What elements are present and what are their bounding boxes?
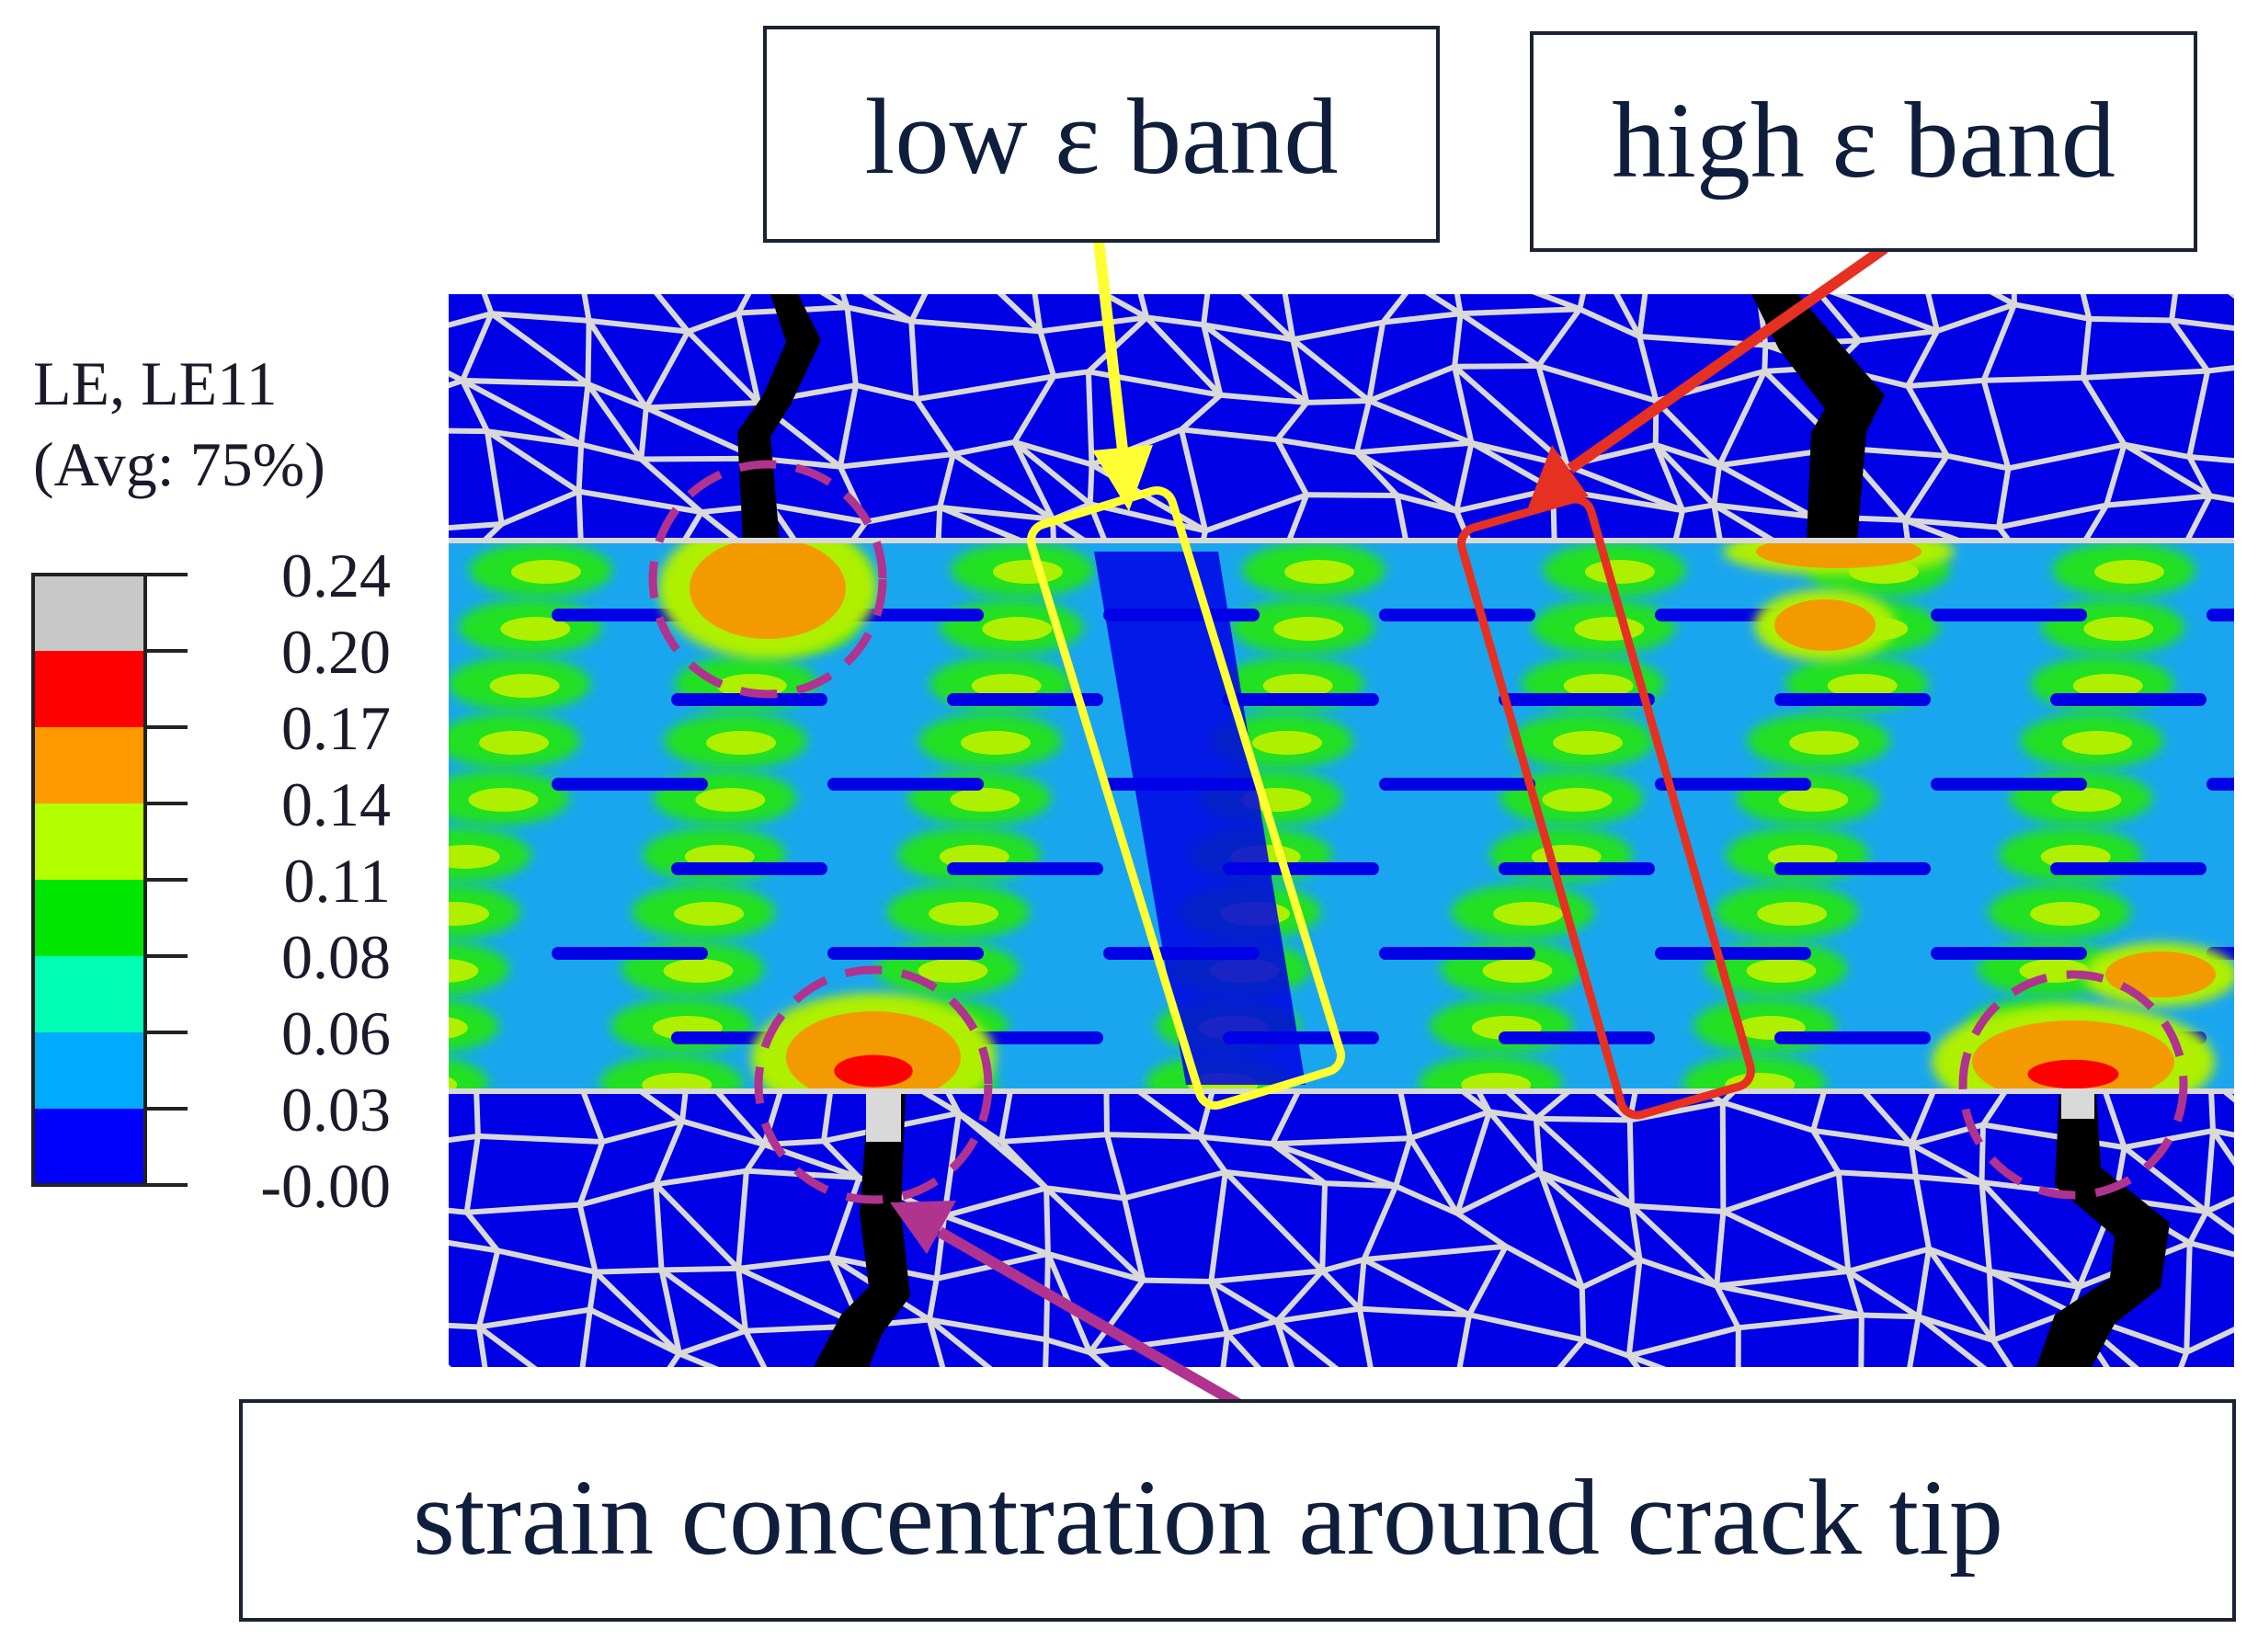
legend-swatch	[33, 727, 145, 803]
legend-swatch	[33, 1032, 145, 1109]
high-band-box	[1457, 495, 1755, 1120]
contour-plot	[449, 294, 2234, 1367]
legend-tick-label: 0.06	[281, 998, 391, 1068]
legend-swatch	[33, 1109, 145, 1185]
annotations: low ε band high ε band strain concentrat…	[239, 26, 2236, 1622]
crack-tip-circle-bottom-left	[754, 965, 993, 1204]
legend-tick-labels: 0.24 0.200.170.140.110.080.060.03-0.00	[260, 541, 391, 1221]
low-band-arrow	[1092, 240, 1153, 511]
crack-tip-circle-bottom-right	[1958, 970, 2188, 1200]
legend-swatch	[33, 651, 145, 727]
legend-tick-label: 0.03	[281, 1075, 391, 1145]
high-band-label-text: high ε band	[1612, 80, 2115, 200]
crack-tip-circle-top-left	[648, 460, 887, 699]
legend-swatch	[33, 575, 145, 651]
legend-tick-label: 0.11	[284, 846, 391, 916]
bottom-grain-region	[449, 1091, 2234, 1367]
top-grain-region	[449, 294, 2234, 541]
legend: LE, LE11 (Avg: 75%) 0.24 0.200.170.140.11…	[31, 348, 391, 1221]
legend-tick-label: 0.20	[281, 617, 391, 687]
legend-swatch	[33, 880, 145, 956]
legend-tick-label: 0.08	[281, 922, 391, 992]
low-band-box	[1026, 486, 1346, 1110]
crack-top-left	[737, 294, 821, 541]
legend-title-line2: (Avg: 75%)	[33, 429, 325, 499]
crack-tip-bottom-left	[866, 1091, 901, 1142]
legend-color-bar	[31, 573, 188, 1187]
crack-tip-label: strain concentration around crack tip	[239, 1399, 2236, 1622]
low-band-label: low ε band	[763, 26, 1440, 243]
crack-tip-arrow	[890, 1201, 1246, 1412]
crack-tip-bottom-right	[2061, 1091, 2094, 1119]
strained-layer	[449, 541, 2234, 1091]
crack-bottom-left	[814, 1091, 910, 1367]
legend-swatch	[33, 803, 145, 880]
legend-swatch	[33, 956, 145, 1032]
legend-tick-label: 0.14	[281, 769, 391, 839]
low-band-label-text: low ε band	[865, 76, 1339, 197]
crack-top-right	[1751, 294, 1885, 541]
legend-tick-label: 0.17	[281, 693, 391, 763]
high-band-label: high ε band	[1530, 31, 2197, 252]
legend-tick-label: 0.24	[281, 541, 391, 610]
crack-bottom-right	[2036, 1091, 2170, 1367]
legend-tick-label: -0.00	[260, 1151, 391, 1221]
crack-tip-label-text: strain concentration around crack tip	[413, 1457, 2003, 1578]
legend-title-line1: LE, LE11	[33, 348, 278, 418]
high-band-arrow	[1528, 244, 1888, 507]
